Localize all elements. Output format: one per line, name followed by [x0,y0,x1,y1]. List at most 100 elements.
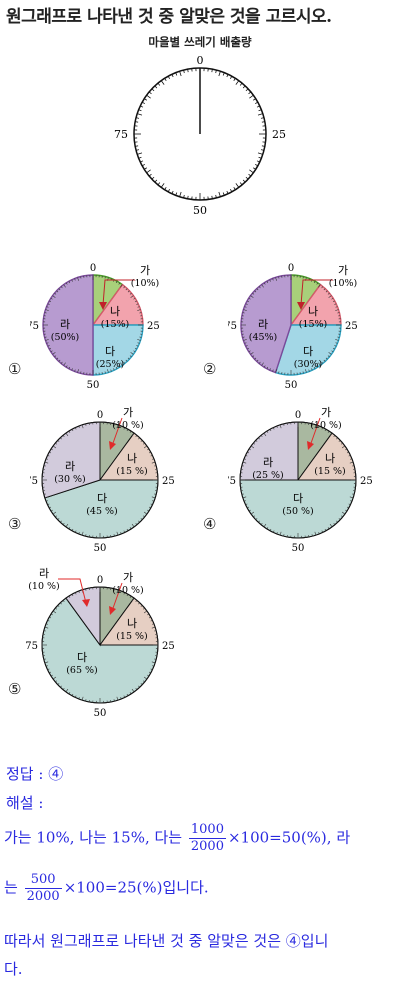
callout-line [102,279,135,306]
tick-mark [247,300,250,303]
tick-mark [129,355,132,358]
tick-mark [233,78,236,82]
tick-mark [233,186,236,190]
tick-mark [272,278,274,281]
slice-percent-na: (15 %) [116,631,148,642]
tick-label-75: 75 [114,128,128,141]
tick-mark [263,282,266,285]
tick-mark [65,432,69,437]
tick-mark [313,281,316,284]
tick-mark [55,607,58,610]
pie-slice-da [92,324,144,376]
tick-mark [276,531,278,535]
tick-mark [348,503,351,505]
tick-mark [143,511,148,515]
tick-mark [57,605,60,607]
tick-mark [131,523,135,528]
tick-mark [116,531,119,536]
tick-mark [250,511,255,515]
tick-mark [50,350,53,353]
option-marker-1[interactable]: ① [8,360,22,378]
tick-mark [253,442,256,445]
callout-arrowhead [297,302,305,310]
slice-name-na: 나 [127,452,137,465]
slice-percent-na: (15%) [101,319,130,330]
tick-mark [137,152,143,155]
tick-mark [146,94,151,99]
slice-percent-ga: (10 %) [310,420,342,431]
tick-mark [247,451,250,454]
tick-mark [50,674,53,677]
option-marker-2[interactable]: ② [203,360,217,378]
option-4-pie-chart[interactable]: 0 25 50 75 나(15 %) 다(50 %) 라(25 %) 가(10 %) [228,400,388,555]
tick-label-75: 75 [30,476,38,487]
tick-mark [167,189,171,193]
tick-mark [248,91,252,95]
tick-mark [146,169,151,174]
tick-mark [52,511,57,515]
tick-mark [266,527,269,530]
tick-mark [126,528,129,531]
tick-mark [327,292,330,295]
tick-mark [239,182,243,186]
slice-percent-ra: (10 %) [28,581,60,592]
tick-mark [50,297,53,300]
tick-mark [107,369,109,373]
tick-mark [266,366,269,369]
slice-percent-ga: (10%) [131,278,160,289]
option-marker-3[interactable]: ③ [8,515,22,533]
tick-mark [45,500,49,502]
tick-mark [245,345,248,347]
tick-mark [254,290,257,293]
tick-mark [338,440,341,442]
tick-mark [348,455,351,457]
option-marker-5[interactable]: ⑤ [8,680,22,698]
tick-mark [116,424,119,429]
tick-mark [329,523,333,528]
tick-mark [130,295,134,298]
slice-percent-na: (15 %) [116,466,148,477]
tick-mark [71,368,73,371]
tick-mark [116,589,119,594]
tick-mark [143,610,148,614]
tick-mark [55,515,58,518]
tick-mark [65,282,68,285]
tick-mark [62,435,65,438]
tick-mark [50,509,53,512]
tick-mark [123,530,125,533]
option-2-pie-chart[interactable]: 0 25 50 75 나(15%) 다(30%) 라(45%) 가(10%) [228,260,388,395]
tick-mark [136,345,139,347]
tick-mark [78,696,80,700]
tick-mark [44,461,49,464]
tick-mark [60,361,63,364]
fraction-denominator: 2000 [190,839,224,854]
empty-pie-chart: 0 25 50 75 [114,54,286,217]
tick-mark [148,91,152,95]
tick-mark [255,163,259,167]
tick-mark [129,292,132,295]
slice-name-ra: 라 [65,460,75,473]
slice-name-ga: 가 [123,571,133,584]
tick-mark [349,458,353,460]
tick-mark [248,297,251,300]
slice-percent-na: (15 %) [314,466,346,477]
option-marker-4[interactable]: ④ [203,515,217,533]
tick-mark [261,145,265,147]
tick-mark [125,288,128,291]
slice-name-ra: 라 [263,456,273,469]
tick-mark [52,610,57,614]
tick-mark [150,668,153,670]
option-3-pie-chart[interactable]: 0 25 50 75 나(15 %) 다(45 %) 라(30 %) 가(10 %) [30,400,190,555]
circle-ticks [134,68,266,200]
slice-name-na: 나 [325,452,335,465]
option-1-pie-chart[interactable]: 0 25 50 75 나(15%) 다(25%) 라(50%) 가(10%) [30,260,190,395]
slice-name-da: 다 [97,492,107,505]
tick-mark [65,597,69,602]
tick-mark [245,176,249,180]
slice-percent-ra: (25 %) [252,470,284,481]
tick-mark [314,531,317,536]
tick-mark [226,74,229,78]
tick-mark [65,688,69,693]
tick-mark [247,347,250,350]
